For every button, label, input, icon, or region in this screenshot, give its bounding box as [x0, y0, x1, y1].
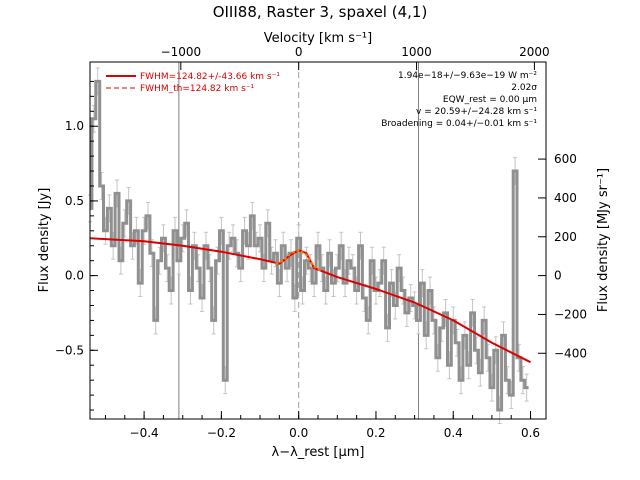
right-y-axis-label: Flux density [MJy sr⁻¹]: [596, 168, 611, 312]
chart-title: OIII88, Raster 3, spaxel (4,1): [213, 3, 428, 21]
right-tick-label: 600: [554, 152, 577, 166]
y-tick-label: 0.5: [65, 194, 84, 208]
x-tick-label: 0.6: [521, 426, 540, 440]
right-tick-label: 400: [554, 191, 577, 205]
fit-annotations: 1.94e−18+/−9.63e−19 W m⁻² 2.02σ EQW_rest…: [381, 71, 537, 129]
top-tick-label: 2000: [519, 45, 550, 59]
right-tick-label: −200: [554, 307, 587, 321]
y-tick-label: −0.5: [55, 343, 84, 357]
x-tick-label: −0.2: [207, 426, 236, 440]
top-tick-label: −1000: [161, 45, 202, 59]
model-fit-line: [89, 237, 531, 364]
y-axis-label: Flux density [Jy]: [37, 188, 52, 293]
x-tick-label: 0.0: [289, 426, 308, 440]
data-step-line: [90, 79, 529, 412]
legend: FWHM=124.82+/-43.66 km s⁻¹ FWHM_th=124.8…: [106, 72, 280, 94]
annotation-flux: 1.94e−18+/−9.63e−19 W m⁻²: [398, 71, 537, 81]
annotation-velocity: v = 20.59+/−24.28 km s⁻¹: [416, 107, 537, 117]
x-tick-label: 0.2: [366, 426, 385, 440]
annotation-eqw: EQW_rest = 0.00 μm: [443, 95, 537, 105]
right-tick-label: 200: [554, 230, 577, 244]
legend-label-fwhm: FWHM=124.82+/-43.66 km s⁻¹: [140, 72, 280, 82]
top-tick-label: 1000: [401, 45, 432, 59]
legend-label-fwhm-th: FWHM_th=124.82 km s⁻¹: [140, 84, 255, 94]
x-tick-label: −0.4: [130, 426, 159, 440]
model-component-line: [275, 249, 323, 272]
annotation-sigma: 2.02σ: [511, 83, 537, 93]
annotation-broadening: Broadening = 0.04+/−0.01 km s⁻¹: [381, 119, 537, 129]
top-axis-label: Velocity [km s⁻¹]: [264, 31, 372, 46]
right-tick-label: −400: [554, 346, 587, 360]
right-tick-label: 0: [554, 269, 562, 283]
top-tick-label: 0: [295, 45, 303, 59]
x-axis-label: λ−λ_rest [μm]: [272, 445, 365, 460]
y-tick-label: 1.0: [65, 119, 84, 133]
x-tick-label: 0.4: [444, 426, 463, 440]
y-tick-label: 0.0: [65, 269, 84, 283]
